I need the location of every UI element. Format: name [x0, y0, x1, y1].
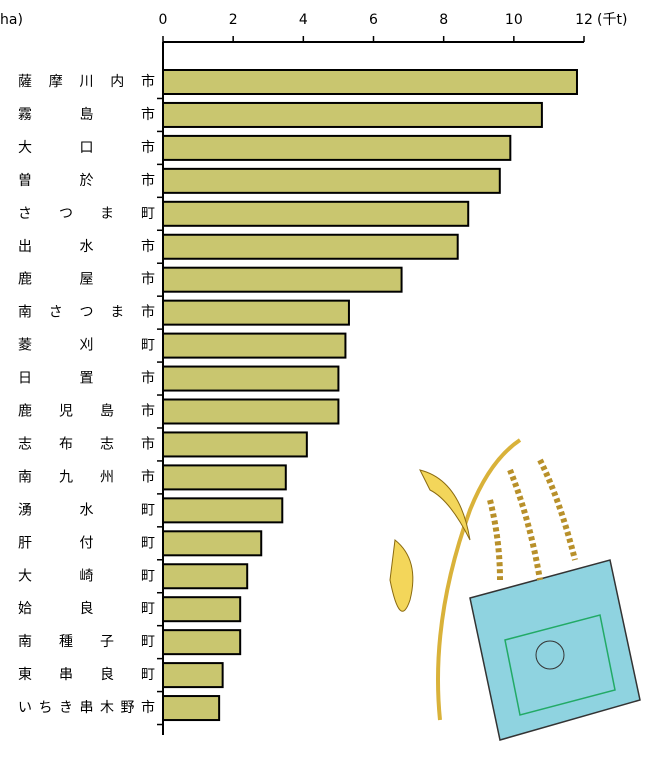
y-tick-label: いちき串木野市 — [18, 699, 155, 716]
bar — [162, 233, 459, 260]
x-tick-label: 0 — [159, 12, 168, 28]
bar — [162, 662, 224, 689]
y-tick-label: 南さつま市 — [18, 304, 155, 321]
bar — [162, 365, 340, 392]
y-tick-label: 大口市 — [18, 139, 155, 156]
y-tick-label: 薩摩川内市 — [18, 73, 155, 90]
x-tick-label: 8 — [439, 12, 448, 28]
bar — [162, 167, 501, 194]
y-tick-label: 南種子町 — [18, 634, 155, 650]
bar — [162, 69, 578, 95]
y-tick-label: 大崎町 — [18, 568, 155, 584]
y-tick-label: 出水市 — [18, 238, 155, 255]
bar — [162, 332, 347, 359]
bar — [162, 101, 543, 128]
y-tick-label: 日置市 — [18, 370, 155, 387]
bar — [162, 596, 242, 623]
y-tick-label: 鹿屋市 — [18, 271, 155, 288]
bar — [162, 464, 287, 491]
bar — [162, 266, 403, 293]
x-tick-label: 10 — [505, 12, 523, 28]
y-tick-label: 志布志市 — [18, 435, 155, 452]
bar — [162, 530, 263, 557]
bar — [162, 629, 242, 656]
y-tick-label: 曽於市 — [18, 172, 155, 189]
y-tick-label: 南九州市 — [18, 468, 155, 485]
bar — [162, 134, 512, 161]
bar — [162, 299, 350, 326]
illustration — [389, 438, 641, 741]
x-tick-label: 2 — [229, 12, 238, 28]
y-tick-label: さつま町 — [18, 206, 155, 222]
x-unit: (千t) — [597, 12, 627, 28]
bar — [162, 398, 340, 425]
bar — [162, 497, 284, 524]
y-tick-label: 肝付町 — [18, 535, 155, 551]
y-tick-label: 鹿児島市 — [18, 403, 155, 420]
bar — [162, 200, 470, 227]
y-tick-label: 霧島市 — [18, 106, 155, 123]
x-tick-label: 4 — [299, 12, 308, 28]
x-tick-label: 12 — [575, 12, 593, 28]
y-tick-label: 姶良町 — [18, 601, 155, 617]
bar — [162, 695, 221, 722]
y-unit: ha) — [0, 12, 23, 28]
y-tick-label: 湧水町 — [18, 502, 155, 518]
y-tick-label: 菱刈町 — [18, 338, 155, 354]
y-tick-label: 東串良町 — [18, 667, 155, 683]
x-tick-label: 6 — [369, 12, 378, 28]
bar — [162, 563, 249, 590]
bar — [162, 431, 308, 458]
